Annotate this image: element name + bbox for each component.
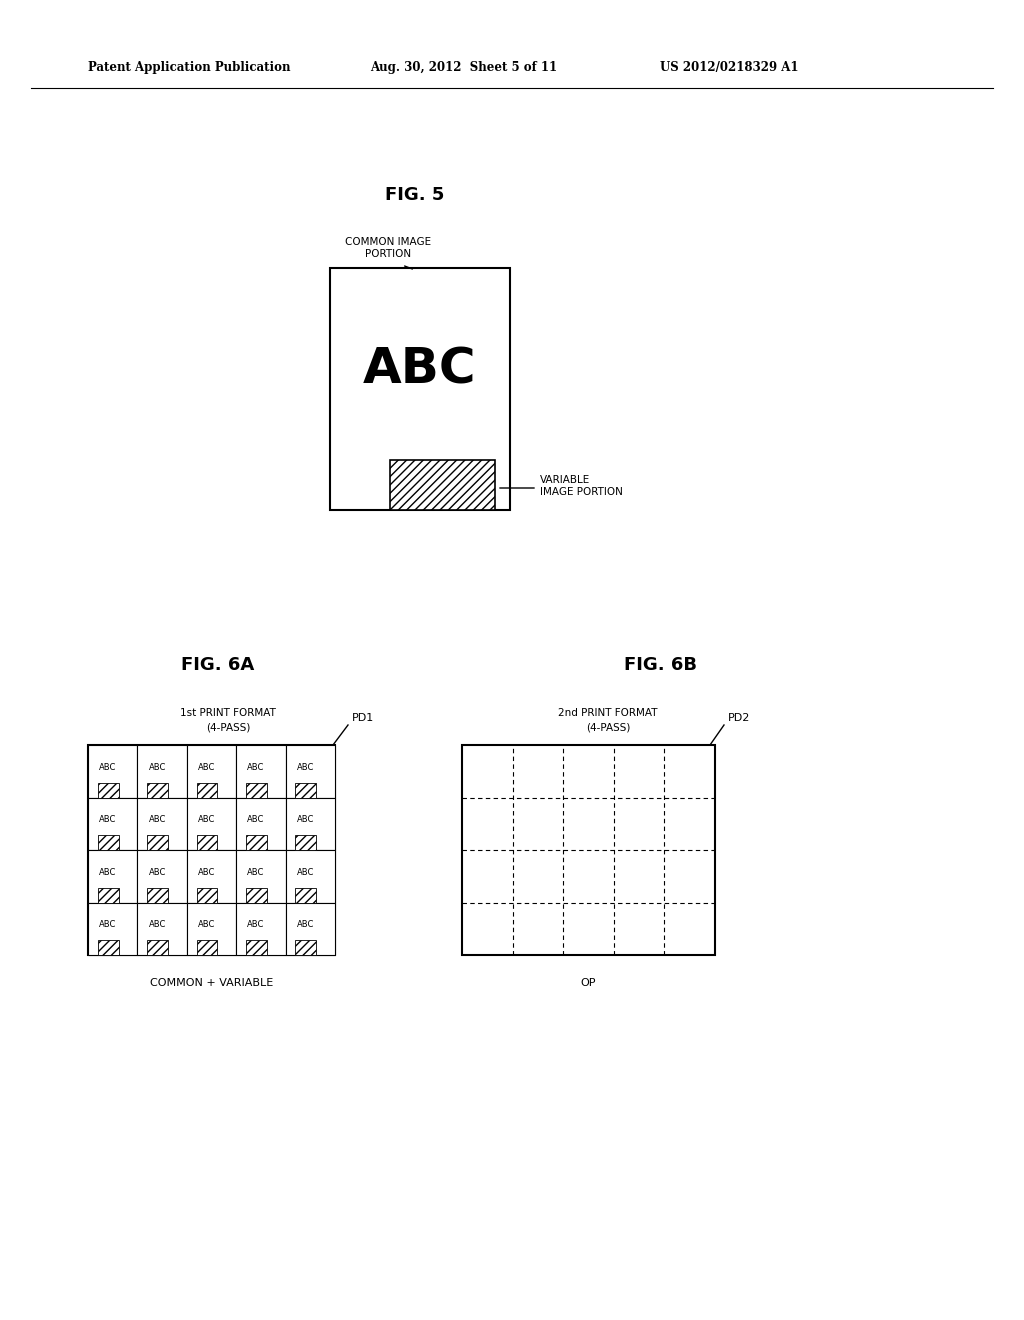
Bar bbox=[390, 459, 495, 510]
Text: FIG. 6B: FIG. 6B bbox=[624, 656, 696, 675]
Text: ABC: ABC bbox=[198, 867, 215, 876]
Bar bbox=[246, 836, 267, 850]
Bar bbox=[462, 744, 715, 954]
Text: ABC: ABC bbox=[247, 867, 264, 876]
Bar bbox=[286, 797, 335, 850]
Bar bbox=[88, 797, 137, 850]
Text: ABC: ABC bbox=[297, 920, 314, 929]
Text: 2nd PRINT FORMAT: 2nd PRINT FORMAT bbox=[558, 708, 657, 718]
Bar bbox=[197, 836, 217, 850]
Bar bbox=[237, 744, 286, 797]
Bar bbox=[197, 783, 217, 797]
Bar bbox=[237, 903, 286, 954]
Bar bbox=[246, 940, 267, 954]
Bar bbox=[137, 850, 186, 903]
Bar bbox=[88, 850, 137, 903]
Bar bbox=[137, 797, 186, 850]
Text: ABC: ABC bbox=[198, 920, 215, 929]
Text: PD1: PD1 bbox=[352, 713, 374, 723]
Text: ABC: ABC bbox=[99, 814, 117, 824]
Text: (4-PASS): (4-PASS) bbox=[586, 723, 630, 733]
Bar bbox=[98, 940, 119, 954]
Text: ABC: ABC bbox=[297, 763, 314, 772]
Text: ABC: ABC bbox=[247, 814, 264, 824]
Text: COMMON + VARIABLE: COMMON + VARIABLE bbox=[150, 978, 273, 987]
Bar bbox=[147, 836, 168, 850]
Text: COMMON IMAGE
PORTION: COMMON IMAGE PORTION bbox=[345, 238, 431, 259]
Text: FIG. 6A: FIG. 6A bbox=[181, 656, 255, 675]
Bar bbox=[330, 268, 510, 510]
Text: ABC: ABC bbox=[198, 763, 215, 772]
Bar bbox=[88, 744, 335, 954]
Bar bbox=[246, 783, 267, 797]
Text: ABC: ABC bbox=[297, 867, 314, 876]
Bar bbox=[147, 940, 168, 954]
Text: ABC: ABC bbox=[148, 814, 166, 824]
Bar bbox=[286, 744, 335, 797]
Text: ABC: ABC bbox=[99, 867, 117, 876]
Text: 1st PRINT FORMAT: 1st PRINT FORMAT bbox=[180, 708, 275, 718]
Bar bbox=[246, 888, 267, 903]
Bar bbox=[237, 850, 286, 903]
Bar bbox=[197, 888, 217, 903]
Bar bbox=[98, 783, 119, 797]
Text: (4-PASS): (4-PASS) bbox=[206, 723, 250, 733]
Bar bbox=[98, 836, 119, 850]
Bar bbox=[186, 797, 237, 850]
Text: ABC: ABC bbox=[364, 346, 477, 393]
Text: Aug. 30, 2012  Sheet 5 of 11: Aug. 30, 2012 Sheet 5 of 11 bbox=[370, 62, 557, 74]
Bar bbox=[286, 850, 335, 903]
Text: VARIABLE
IMAGE PORTION: VARIABLE IMAGE PORTION bbox=[540, 475, 623, 496]
Text: ABC: ABC bbox=[99, 920, 117, 929]
Bar bbox=[296, 783, 316, 797]
Text: ABC: ABC bbox=[148, 920, 166, 929]
Text: OP: OP bbox=[581, 978, 596, 987]
Text: US 2012/0218329 A1: US 2012/0218329 A1 bbox=[660, 62, 799, 74]
Text: ABC: ABC bbox=[247, 920, 264, 929]
Text: ABC: ABC bbox=[247, 763, 264, 772]
Text: ABC: ABC bbox=[148, 763, 166, 772]
Text: ABC: ABC bbox=[99, 763, 117, 772]
Bar bbox=[296, 940, 316, 954]
Bar bbox=[88, 903, 137, 954]
Bar bbox=[186, 850, 237, 903]
Text: PD2: PD2 bbox=[728, 713, 751, 723]
Bar bbox=[186, 744, 237, 797]
Text: FIG. 5: FIG. 5 bbox=[385, 186, 444, 205]
Bar bbox=[296, 888, 316, 903]
Bar bbox=[147, 888, 168, 903]
Text: ABC: ABC bbox=[198, 814, 215, 824]
Bar bbox=[286, 903, 335, 954]
Bar bbox=[98, 888, 119, 903]
Bar bbox=[237, 797, 286, 850]
Bar bbox=[186, 903, 237, 954]
Text: ABC: ABC bbox=[297, 814, 314, 824]
Bar bbox=[147, 783, 168, 797]
Bar bbox=[197, 940, 217, 954]
Text: ABC: ABC bbox=[148, 867, 166, 876]
Bar bbox=[296, 836, 316, 850]
Bar bbox=[137, 744, 186, 797]
Text: Patent Application Publication: Patent Application Publication bbox=[88, 62, 291, 74]
Bar bbox=[137, 903, 186, 954]
Bar bbox=[88, 744, 137, 797]
